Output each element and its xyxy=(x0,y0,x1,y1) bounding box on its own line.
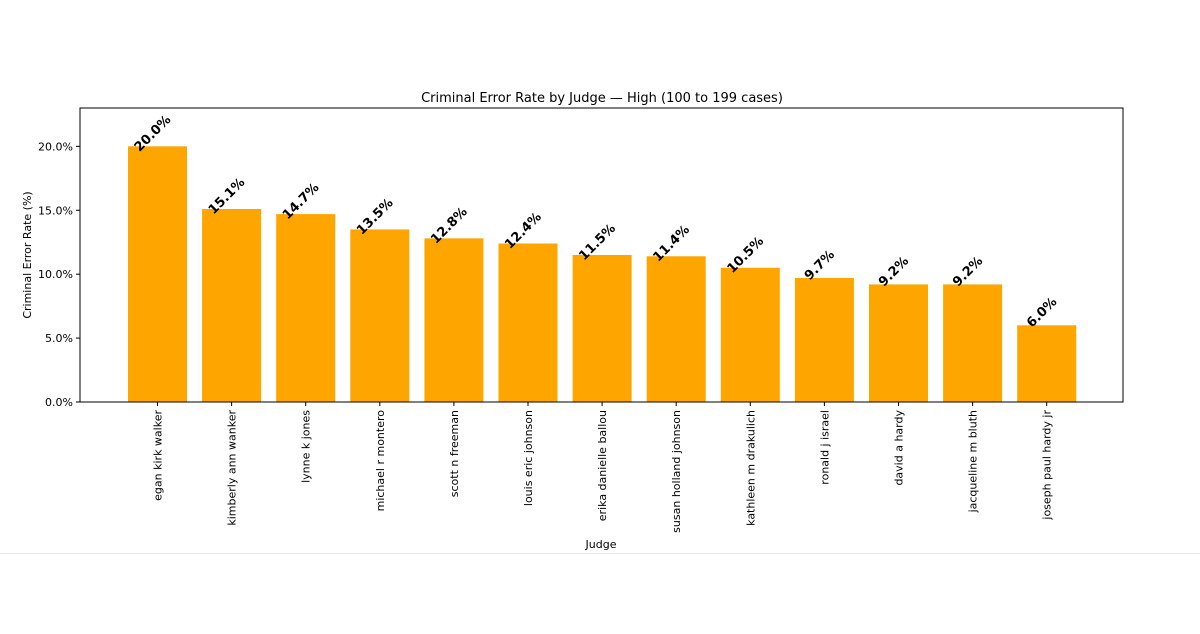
y-tick-label: 5.0% xyxy=(45,332,73,345)
bar xyxy=(1017,325,1077,402)
x-tick-label: susan holland johnson xyxy=(670,410,683,533)
bar xyxy=(794,278,854,402)
x-tick-label: jacqueline m bluth xyxy=(967,410,980,513)
bottom-divider xyxy=(0,553,1200,554)
y-tick-label: 15.0% xyxy=(38,204,73,217)
y-tick-label: 20.0% xyxy=(38,140,73,153)
x-tick-label: egan kirk walker xyxy=(152,410,165,501)
bar xyxy=(350,229,410,402)
bar xyxy=(646,256,706,402)
bar xyxy=(720,267,780,402)
y-axis-label: Criminal Error Rate (%) xyxy=(21,191,34,318)
plot-area-frame xyxy=(79,107,1124,403)
bar xyxy=(498,243,558,402)
bar xyxy=(943,284,1003,402)
y-tick-label: 0.0% xyxy=(45,396,73,409)
x-tick-label: michael r montero xyxy=(374,410,387,512)
bar xyxy=(424,238,484,402)
x-axis-label: Judge xyxy=(585,538,617,551)
x-tick-label: erika danielle ballou xyxy=(596,410,609,521)
x-tick-label: lynne k jones xyxy=(300,410,313,483)
x-tick-label: louis eric johnson xyxy=(522,410,535,506)
x-tick-label: kathleen m drakulich xyxy=(744,410,757,526)
x-ticks-group: egan kirk walker kimberly ann wanker lynne… xyxy=(152,402,1054,533)
x-tick-label: ronald j israel xyxy=(818,410,831,485)
y-ticks-group: 0.0% 5.0% 10.0% 15.0% 20.0% xyxy=(38,140,80,409)
bar xyxy=(276,214,336,402)
bars-group xyxy=(128,146,1077,402)
chart-title: Criminal Error Rate by Judge — High (100… xyxy=(421,91,783,106)
x-tick-label: kimberly ann wanker xyxy=(226,410,239,526)
bar xyxy=(869,284,928,402)
bar xyxy=(572,255,632,402)
bar xyxy=(202,208,262,402)
x-tick-label: scott n freeman xyxy=(448,410,461,497)
bar xyxy=(128,146,187,402)
x-tick-label: david a hardy xyxy=(893,410,906,486)
y-tick-label: 10.0% xyxy=(38,268,73,281)
x-tick-label: joseph paul hardy jr xyxy=(1041,410,1054,521)
